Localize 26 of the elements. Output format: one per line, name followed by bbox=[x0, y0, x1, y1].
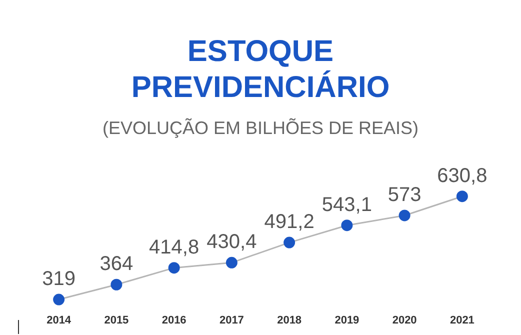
data-label: 573 bbox=[388, 184, 422, 206]
data-label: 364 bbox=[100, 253, 134, 276]
data-label: 319 bbox=[42, 268, 76, 290]
point bbox=[226, 256, 238, 268]
x-tick-label: 2014 bbox=[46, 314, 72, 326]
point bbox=[398, 210, 410, 222]
data-label: 630,8 bbox=[437, 164, 488, 187]
chart-subtitle: (EVOLUÇÃO EM BILHÕES DE REAIS) bbox=[101, 118, 420, 139]
x-tick-label: 2021 bbox=[450, 314, 474, 326]
data-label: 491,2 bbox=[264, 211, 314, 234]
data-label: 543,1 bbox=[322, 194, 372, 216]
x-tick-label: 2020 bbox=[392, 314, 417, 326]
x-tick-label: 2018 bbox=[277, 314, 302, 326]
point bbox=[284, 236, 296, 248]
point bbox=[110, 278, 122, 290]
x-tick-label: 2019 bbox=[334, 314, 360, 326]
data-label: 430,4 bbox=[206, 231, 257, 254]
x-tick-label: 2015 bbox=[104, 314, 129, 326]
point bbox=[341, 220, 353, 232]
point bbox=[456, 190, 468, 202]
data-label: 414,8 bbox=[149, 236, 200, 258]
chart-title: ESTOQUE PREVIDENCIÁRIO bbox=[130, 34, 391, 106]
x-tick-label: 2016 bbox=[162, 314, 186, 326]
x-tick-label: 2017 bbox=[219, 314, 244, 326]
point bbox=[168, 262, 180, 274]
point bbox=[53, 294, 65, 306]
